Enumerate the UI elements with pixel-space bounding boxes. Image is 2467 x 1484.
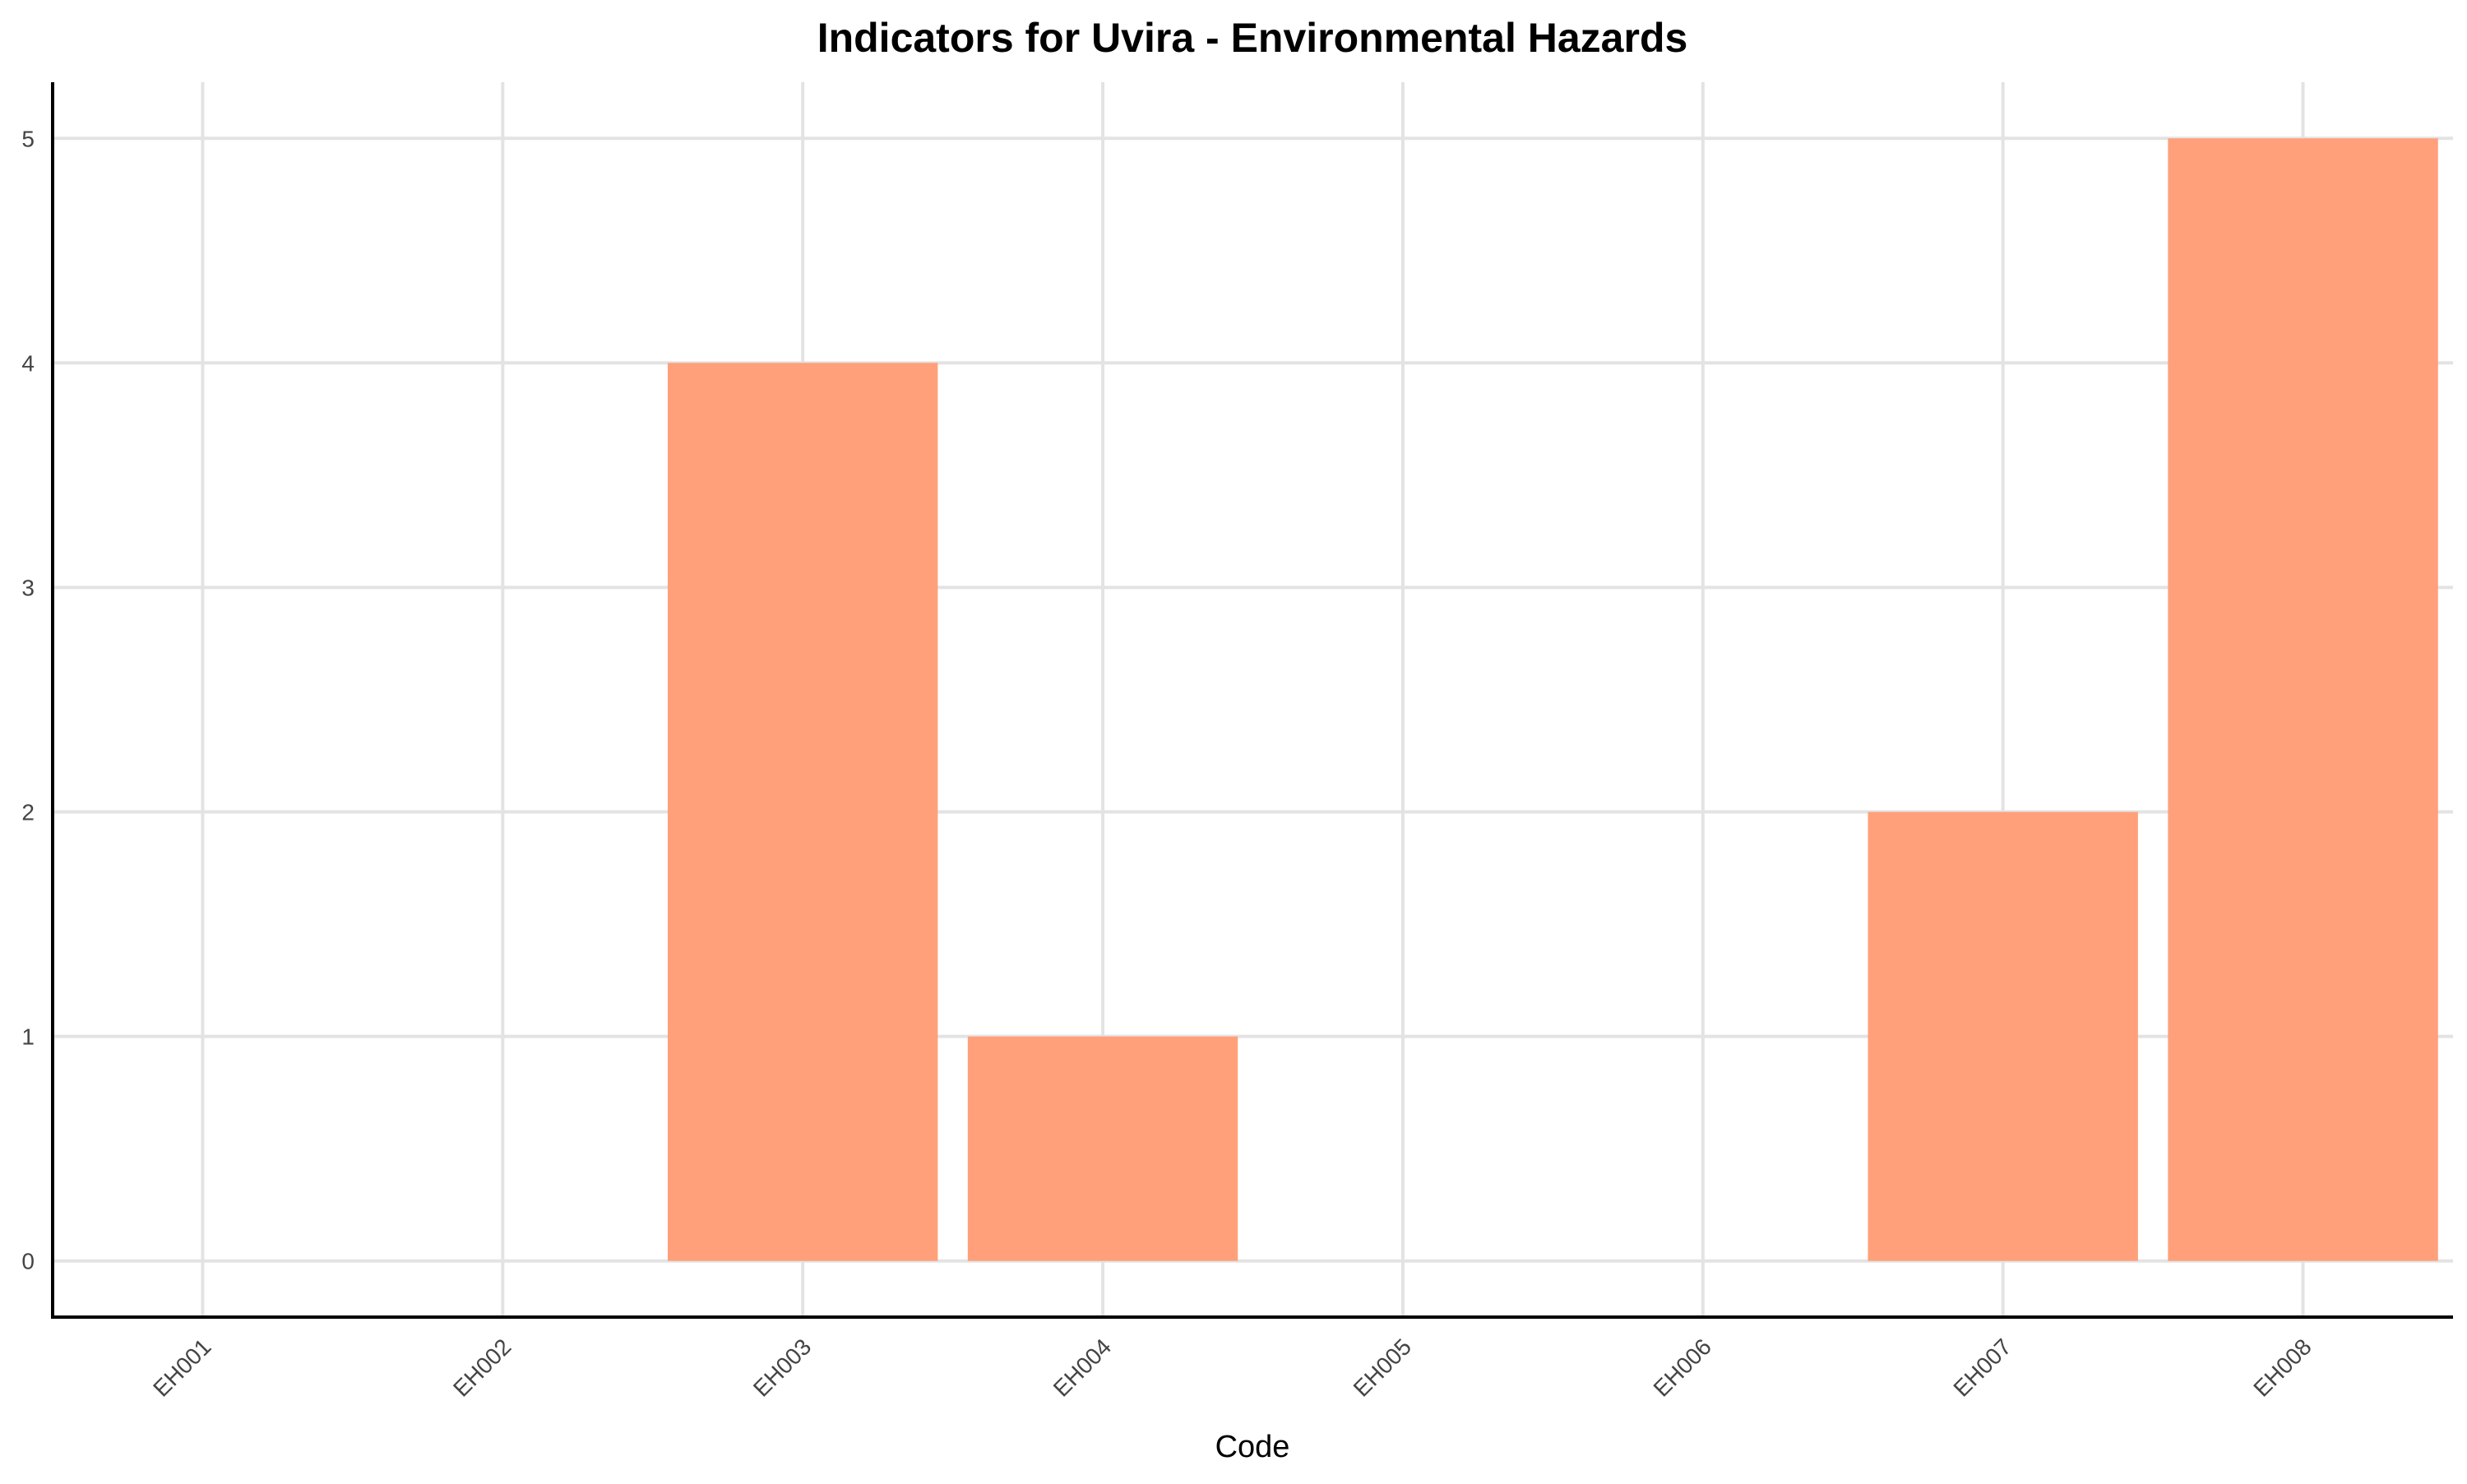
y-tick-label: 1 (21, 1024, 35, 1050)
y-tick-label: 0 (21, 1249, 35, 1274)
y-tick-label: 2 (21, 800, 35, 825)
y-tick-labels: 0 1 2 3 4 5 (21, 126, 35, 1274)
bar-eh004 (967, 1036, 1238, 1261)
x-tick-label: EH001 (148, 1334, 215, 1401)
bar-eh003 (667, 363, 938, 1261)
y-tick-label: 3 (21, 575, 35, 600)
bars (667, 138, 2438, 1261)
y-tick-label: 5 (21, 126, 35, 151)
y-tick-label: 4 (21, 350, 35, 376)
bar-eh008 (2168, 138, 2438, 1261)
axes (51, 82, 2453, 1319)
x-tick-label: EH002 (448, 1334, 516, 1401)
x-tick-label: EH005 (1349, 1334, 1416, 1401)
x-tick-label: EH008 (2248, 1334, 2316, 1401)
chart-title: Indicators for Uvira - Environmental Haz… (817, 15, 1688, 61)
x-tick-labels: EH001 EH002 EH003 EH004 EH005 EH006 EH007 EH008 (148, 1334, 2317, 1401)
x-tick-label: EH006 (1649, 1334, 1716, 1401)
x-tick-label: EH004 (1048, 1334, 1116, 1401)
x-tick-label: EH003 (748, 1334, 816, 1401)
x-axis-label: Code (1215, 1430, 1290, 1464)
bar-eh007 (1868, 811, 2138, 1261)
x-tick-label: EH007 (1948, 1334, 2016, 1401)
